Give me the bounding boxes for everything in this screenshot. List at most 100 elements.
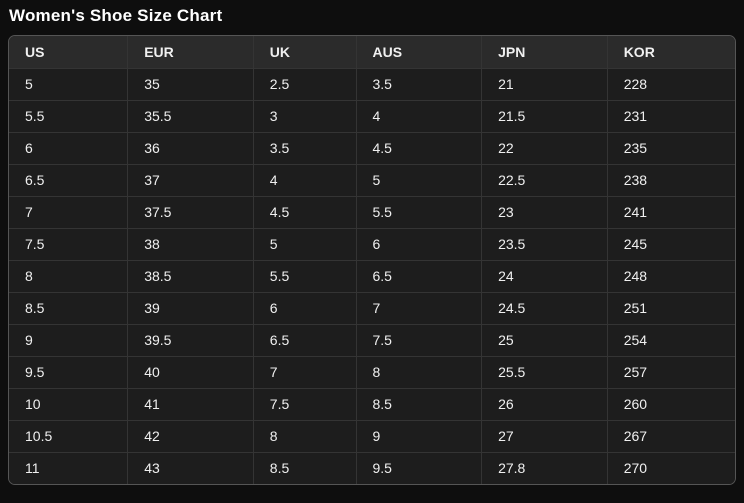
cell-uk: 3.5 bbox=[253, 132, 357, 165]
column-header-jpn: JPN bbox=[481, 36, 608, 69]
column-header-aus: AUS bbox=[356, 36, 483, 69]
cell-eur: 42 bbox=[127, 420, 254, 453]
cell-aus: 6 bbox=[356, 228, 483, 261]
cell-eur: 38 bbox=[127, 228, 254, 261]
cell-kor: 270 bbox=[607, 452, 735, 484]
cell-kor: 257 bbox=[607, 356, 735, 389]
cell-uk: 8 bbox=[253, 420, 357, 453]
shoe-size-table-grid: US EUR UK AUS JPN KOR 5 35 2.5 3.5 21 228 5.5 35.5 3 4… bbox=[9, 36, 735, 484]
page-title: Women's Shoe Size Chart bbox=[9, 6, 223, 25]
cell-eur: 37 bbox=[127, 164, 254, 197]
column-header-kor: KOR bbox=[607, 36, 735, 69]
cell-eur: 40 bbox=[127, 356, 254, 389]
cell-aus: 3.5 bbox=[356, 68, 483, 101]
cell-jpn: 26 bbox=[481, 388, 608, 421]
cell-kor: 260 bbox=[607, 388, 735, 421]
cell-jpn: 21 bbox=[481, 68, 608, 101]
cell-jpn: 22.5 bbox=[481, 164, 608, 197]
cell-uk: 5 bbox=[253, 228, 357, 261]
table-row: 5.5 35.5 3 4 21.5 231 bbox=[9, 100, 735, 133]
column-header-us: US bbox=[9, 36, 129, 69]
cell-eur: 39.5 bbox=[127, 324, 254, 357]
cell-jpn: 21.5 bbox=[481, 100, 608, 133]
cell-aus: 9 bbox=[356, 420, 483, 453]
cell-eur: 43 bbox=[127, 452, 254, 484]
cell-eur: 35.5 bbox=[127, 100, 254, 133]
cell-jpn: 23 bbox=[481, 196, 608, 229]
shoe-size-table: US EUR UK AUS JPN KOR 5 35 2.5 3.5 21 228 5.5 35.5 3 4… bbox=[8, 35, 736, 485]
table-row: 9 39.5 6.5 7.5 25 254 bbox=[9, 324, 735, 357]
cell-jpn: 23.5 bbox=[481, 228, 608, 261]
column-header-uk: UK bbox=[253, 36, 357, 69]
cell-uk: 8.5 bbox=[253, 452, 357, 484]
cell-kor: 231 bbox=[607, 100, 735, 133]
cell-uk: 3 bbox=[253, 100, 357, 133]
cell-us: 9.5 bbox=[9, 356, 129, 389]
cell-aus: 8 bbox=[356, 356, 483, 389]
cell-uk: 7 bbox=[253, 356, 357, 389]
cell-us: 7 bbox=[9, 196, 129, 229]
cell-uk: 6 bbox=[253, 292, 357, 325]
cell-jpn: 27 bbox=[481, 420, 608, 453]
table-row: 10 41 7.5 8.5 26 260 bbox=[9, 388, 735, 421]
table-row: 9.5 40 7 8 25.5 257 bbox=[9, 356, 735, 389]
cell-us: 5.5 bbox=[9, 100, 129, 133]
cell-aus: 4 bbox=[356, 100, 483, 133]
table-header-row: US EUR UK AUS JPN KOR bbox=[9, 36, 735, 69]
table-row: 7.5 38 5 6 23.5 245 bbox=[9, 228, 735, 261]
table-row: 11 43 8.5 9.5 27.8 270 bbox=[9, 452, 735, 484]
cell-uk: 4.5 bbox=[253, 196, 357, 229]
cell-eur: 41 bbox=[127, 388, 254, 421]
cell-jpn: 25.5 bbox=[481, 356, 608, 389]
cell-eur: 38.5 bbox=[127, 260, 254, 293]
cell-kor: 248 bbox=[607, 260, 735, 293]
cell-us: 5 bbox=[9, 68, 129, 101]
cell-uk: 7.5 bbox=[253, 388, 357, 421]
cell-jpn: 24 bbox=[481, 260, 608, 293]
cell-uk: 4 bbox=[253, 164, 357, 197]
column-header-eur: EUR bbox=[127, 36, 254, 69]
cell-uk: 6.5 bbox=[253, 324, 357, 357]
cell-uk: 5.5 bbox=[253, 260, 357, 293]
table-row: 8 38.5 5.5 6.5 24 248 bbox=[9, 260, 735, 293]
table-row: 6 36 3.5 4.5 22 235 bbox=[9, 132, 735, 165]
cell-kor: 228 bbox=[607, 68, 735, 101]
cell-us: 11 bbox=[9, 452, 129, 484]
cell-us: 6 bbox=[9, 132, 129, 165]
table-row: 10.5 42 8 9 27 267 bbox=[9, 420, 735, 453]
table-row: 8.5 39 6 7 24.5 251 bbox=[9, 292, 735, 325]
cell-aus: 5.5 bbox=[356, 196, 483, 229]
cell-aus: 6.5 bbox=[356, 260, 483, 293]
cell-eur: 35 bbox=[127, 68, 254, 101]
cell-us: 10 bbox=[9, 388, 129, 421]
cell-aus: 7.5 bbox=[356, 324, 483, 357]
cell-aus: 4.5 bbox=[356, 132, 483, 165]
table-row: 7 37.5 4.5 5.5 23 241 bbox=[9, 196, 735, 229]
cell-us: 9 bbox=[9, 324, 129, 357]
cell-jpn: 25 bbox=[481, 324, 608, 357]
table-row: 6.5 37 4 5 22.5 238 bbox=[9, 164, 735, 197]
cell-aus: 5 bbox=[356, 164, 483, 197]
cell-kor: 254 bbox=[607, 324, 735, 357]
cell-jpn: 27.8 bbox=[481, 452, 608, 484]
cell-kor: 235 bbox=[607, 132, 735, 165]
cell-kor: 241 bbox=[607, 196, 735, 229]
cell-us: 8.5 bbox=[9, 292, 129, 325]
cell-us: 6.5 bbox=[9, 164, 129, 197]
cell-jpn: 24.5 bbox=[481, 292, 608, 325]
cell-us: 8 bbox=[9, 260, 129, 293]
cell-us: 7.5 bbox=[9, 228, 129, 261]
cell-uk: 2.5 bbox=[253, 68, 357, 101]
cell-kor: 267 bbox=[607, 420, 735, 453]
cell-eur: 39 bbox=[127, 292, 254, 325]
cell-kor: 251 bbox=[607, 292, 735, 325]
cell-kor: 245 bbox=[607, 228, 735, 261]
cell-aus: 9.5 bbox=[356, 452, 483, 484]
cell-aus: 7 bbox=[356, 292, 483, 325]
cell-us: 10.5 bbox=[9, 420, 129, 453]
cell-kor: 238 bbox=[607, 164, 735, 197]
table-row: 5 35 2.5 3.5 21 228 bbox=[9, 68, 735, 101]
cell-jpn: 22 bbox=[481, 132, 608, 165]
cell-eur: 37.5 bbox=[127, 196, 254, 229]
